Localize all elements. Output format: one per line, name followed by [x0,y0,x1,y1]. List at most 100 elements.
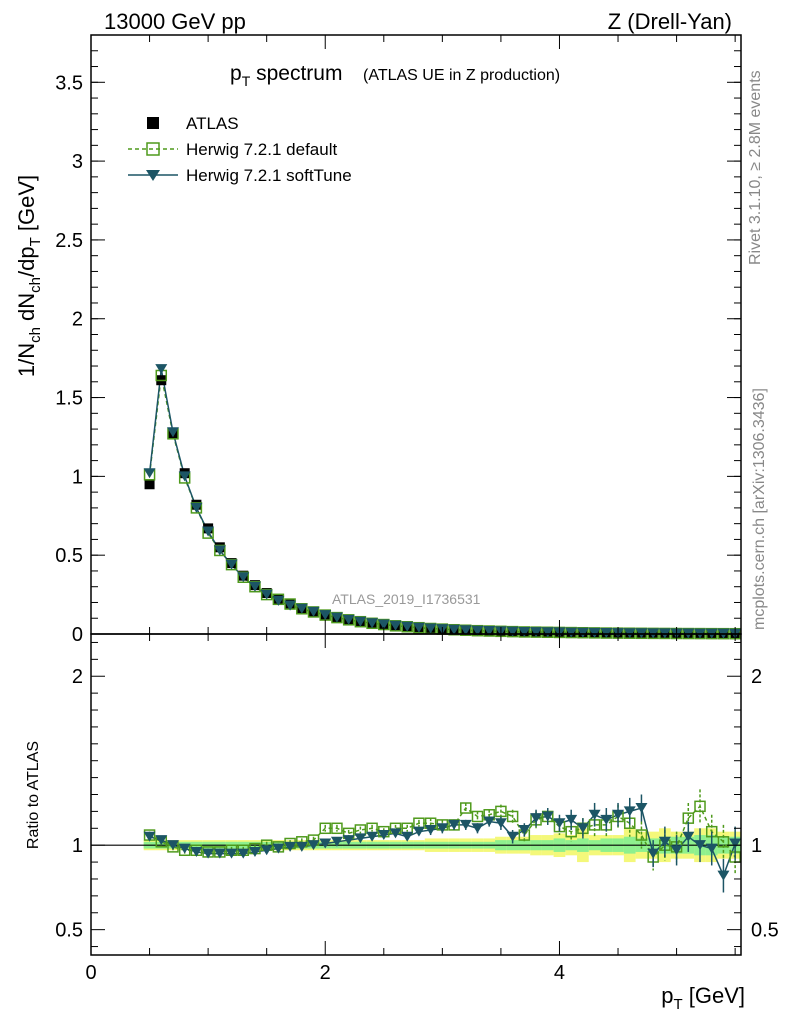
data-point-softtune [190,502,203,513]
ratio-point-softtune [213,848,226,859]
data-point-softtune [600,628,613,639]
main-ylabel: 1/Nch dNch/dpT [GeV] [14,175,44,377]
main-ytick-label: 3.5 [55,72,83,94]
ratio-point-softtune [565,814,578,825]
ratio-point-softtune [729,838,742,849]
data-point-softtune [483,626,496,637]
ratio-point-softtune [694,840,707,851]
data-point-softtune [260,589,273,600]
data-point-softtune [155,364,168,375]
ratio-point-softtune [459,819,472,830]
mcplots-label: mcplots.cern.ch [arXiv:1306.3436] [751,388,768,630]
ratio-plot-panel: 0.5 0.5 1 1 2 2 0 2 4 Ratio to ATLAS pT [GeV] [25,633,779,1013]
data-point-softtune [284,600,297,611]
ratio-point-softtune [354,833,367,844]
ratio-point-softtune [717,870,730,881]
energy-label: 13000 GeV pp [104,9,246,34]
data-point-softtune [354,616,367,627]
analysis-watermark: ATLAS_2019_I1736531 [332,591,481,607]
ratio-point-softtune [506,831,519,842]
data-point-softtune [541,627,554,638]
xtick-label: 0 [85,962,96,984]
plot-title: pT spectrum [230,62,342,89]
data-point-softtune [448,624,461,635]
ratio-ytick-label: 1 [72,835,83,857]
main-ytick-label: 0 [72,624,83,646]
data-point-softtune [248,581,261,592]
ratio-point-softtune [670,845,683,856]
plot-subtitle: (ATLAS UE in Z production) [363,67,560,84]
legend-label-default: Herwig 7.2.1 default [186,140,337,159]
ratio-point-softtune [518,824,531,835]
data-point-softtune [401,621,414,632]
ratio-point-softtune [436,823,449,834]
rivet-label: Rivet 3.1.10, ≥ 2.8M events [747,70,764,265]
data-point-softtune [319,610,332,621]
data-point-softtune [202,526,215,537]
ratio-point-softtune [682,831,695,842]
main-plot-panel: 0 0.5 1 1.5 2 2.5 3 3.5 pT spectrum (ATLAS UE i… [14,34,742,646]
ratio-point-softtune [307,840,320,851]
ratio-point-softtune [412,826,425,837]
ratio-point-default [506,810,519,823]
ratio-point-default [717,836,730,848]
ratio-point-softtune [635,803,648,814]
main-ytick-label: 3 [72,151,83,173]
ratio-point-softtune [143,831,156,842]
data-point-softtune [377,619,390,630]
ratio-point-softtune [202,848,215,859]
legend: ATLAS Herwig 7.2.1 default Herwig 7.2.1 … [128,114,352,185]
data-point-softtune [459,625,472,636]
data-point-softtune [143,468,156,479]
ratio-point-softtune [530,813,543,824]
data-point-softtune [506,626,519,637]
ratio-frame [90,633,742,956]
data-point-softtune [565,627,578,638]
process-label: Z (Drell-Yan) [608,9,732,34]
data-point-softtune [342,614,355,625]
ratio-point-softtune [225,848,238,859]
ratio-point-softtune [377,830,390,841]
ratio-point-softtune [178,843,191,854]
ratio-point-softtune [319,838,332,849]
ratio-point-softtune [366,831,379,842]
main-ytick-label: 0.5 [55,545,83,567]
ratio-ytick-label-right: 2 [751,666,762,688]
legend-label-softtune: Herwig 7.2.1 softTune [186,166,352,185]
ratio-ytick-label: 0.5 [55,920,83,942]
data-point-softtune [530,627,543,638]
ratio-point-softtune [647,848,660,859]
main-ytick-label: 2.5 [55,230,83,252]
main-ytick-label: 2 [72,309,83,331]
legend-label-atlas: ATLAS [186,114,239,133]
data-point-softtune [366,618,379,629]
ratio-point-softtune [612,809,625,820]
xtick-label: 4 [554,962,565,984]
ratio-point-softtune [190,846,203,857]
ratio-point-softtune [576,823,589,834]
ratio-point-softtune [623,806,636,817]
legend-marker-default [146,142,160,156]
ratio-point-softtune [705,843,718,854]
ratio-point-softtune [295,841,308,852]
ratio-ytick-label-right: 0.5 [751,920,779,942]
ratio-point-default [319,822,331,835]
main-ytick-label: 1.5 [55,388,83,410]
data-point-softtune [588,627,601,638]
data-point-softtune [424,623,437,634]
ratio-point-default [471,810,484,823]
ratio-point-softtune [424,824,437,835]
ratio-point-softtune [342,835,355,846]
data-point-softtune [295,603,308,614]
main-ytick-label: 1 [72,466,83,488]
xlabel: pT [GeV] [661,983,745,1013]
ratio-point-softtune [401,831,414,842]
data-point-softtune [272,595,285,606]
ratio-point-default [331,822,343,835]
ratio-point-softtune [494,818,507,829]
ratio-ytick-label: 2 [72,666,83,688]
data-point-softtune [518,626,531,637]
data-point-softtune [623,628,636,639]
ratio-point-softtune [448,819,461,830]
